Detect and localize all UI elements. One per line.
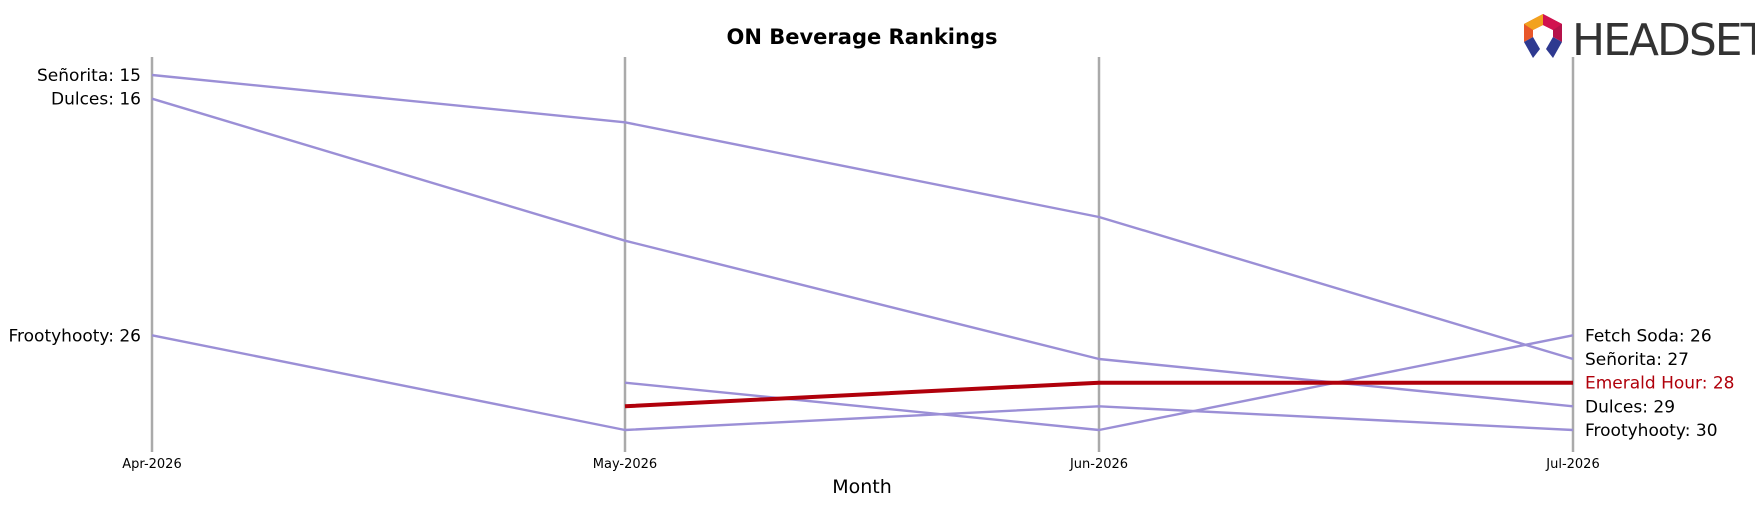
x-tick-jul-2026: Jul-2026 xyxy=(1545,457,1599,472)
left-rank-labels: Señorita: 15 Dulces: 16 Frootyhooty: 26 xyxy=(8,66,141,346)
right-label-fetch-soda: Fetch Soda: 26 xyxy=(1585,326,1712,346)
left-label-senorita: Señorita: 15 xyxy=(37,66,141,86)
x-tick-jun-2026: Jun-2026 xyxy=(1069,457,1128,472)
series-line-frootyhooty xyxy=(151,334,1574,432)
left-label-dulces: Dulces: 16 xyxy=(51,90,141,110)
right-label-dulces: Dulces: 29 xyxy=(1585,397,1675,417)
series-line-dulces xyxy=(151,97,1574,408)
x-tick-labels: Apr-2026 May-2026 Jun-2026 Jul-2026 xyxy=(122,457,1599,472)
chart-title: ON Beverage Rankings xyxy=(727,25,998,49)
headset-logo-icon xyxy=(1524,14,1562,58)
series-line-senorita xyxy=(151,73,1574,361)
right-rank-labels: Fetch Soda: 26 Señorita: 27 Emerald Hour: … xyxy=(1585,326,1735,441)
series-line-emerald-hour xyxy=(624,380,1573,409)
x-axis-label: Month xyxy=(832,476,892,498)
series-lines xyxy=(151,73,1574,432)
right-label-frootyhooty: Frootyhooty: 30 xyxy=(1585,421,1718,441)
x-tick-apr-2026: Apr-2026 xyxy=(122,457,181,472)
headset-logo: HEADSET xyxy=(1524,14,1755,66)
right-label-emerald-hour: Emerald Hour: 28 xyxy=(1585,374,1735,394)
x-tick-may-2026: May-2026 xyxy=(593,457,657,472)
left-label-frootyhooty: Frootyhooty: 26 xyxy=(8,326,141,346)
right-label-senorita: Señorita: 27 xyxy=(1585,350,1689,370)
headset-logo-text: HEADSET xyxy=(1572,15,1755,66)
